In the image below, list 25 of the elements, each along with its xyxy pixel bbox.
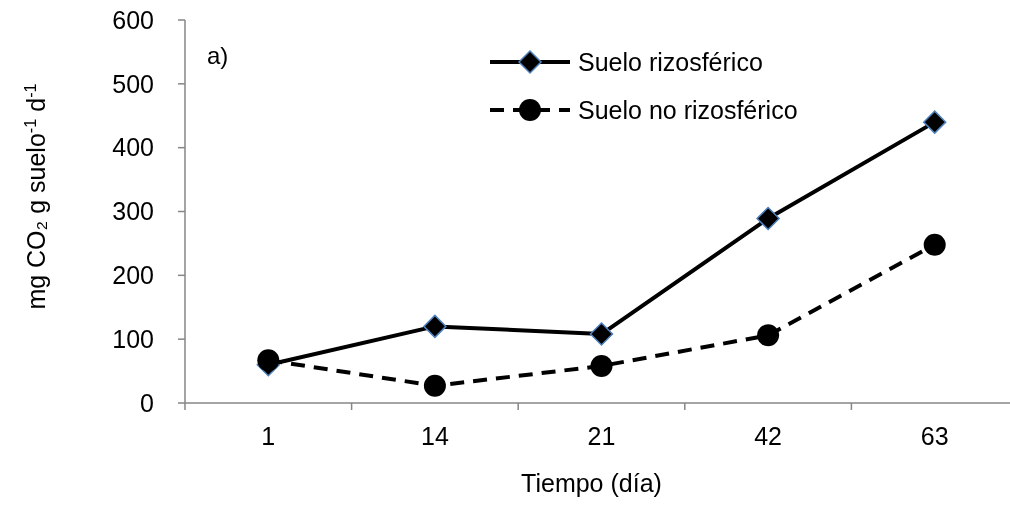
y-tick-label: 100: [112, 324, 154, 353]
annotation: a): [207, 42, 229, 69]
point: [423, 314, 447, 339]
legend-label: Suelo no rizosférico: [578, 95, 798, 124]
legend-label: Suelo rizosférico: [578, 47, 763, 76]
y-tick-label: 400: [112, 133, 154, 162]
y-tick-label: 200: [112, 261, 154, 290]
x-tick-label: 1: [261, 422, 276, 450]
point: [757, 324, 780, 347]
point: [590, 354, 613, 377]
y-tick-label: 600: [112, 5, 154, 34]
point: [922, 110, 947, 134]
x-tick-label: 21: [587, 422, 616, 450]
x-tick-label: 14: [420, 422, 449, 450]
y-tick-label: 500: [112, 69, 154, 98]
y-tick-label: 300: [112, 197, 154, 226]
point: [923, 233, 946, 256]
point: [589, 322, 614, 346]
point: [423, 374, 446, 397]
point: [756, 206, 780, 231]
x-tick-label: 42: [754, 422, 783, 450]
x-tick-label: 63: [920, 422, 949, 450]
x-axis-title: Tiempo (día): [521, 469, 662, 497]
y-tick-label: 0: [140, 388, 154, 417]
point: [257, 349, 280, 372]
